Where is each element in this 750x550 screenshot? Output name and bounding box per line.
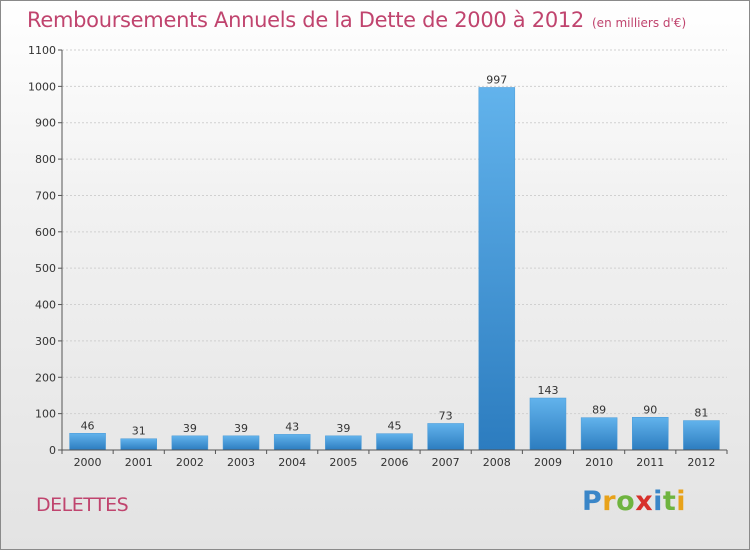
bar-2007 [427,423,464,451]
data-label: 31 [132,425,146,438]
y-tick-label: 1100 [28,44,56,57]
gridlines [62,49,727,415]
logo-letter: P [582,486,603,517]
y-tick-label: 500 [35,262,56,275]
y-tick-label: 0 [49,444,56,457]
x-tick-label: 2004 [278,456,306,469]
bar-2002 [171,435,209,451]
bar-2010 [580,417,618,451]
data-label: 39 [336,422,350,435]
chart-title-text: Remboursements Annuels de la Dette de 20… [27,8,584,32]
bar-2004 [273,434,311,451]
logo-letter: o [616,486,636,517]
bar-2001 [120,438,157,451]
x-axis-ticks: 2000 2001 2002 2003 2004 2005 2006 2007 2008 2009… [61,450,728,469]
x-tick-label: 2009 [534,456,562,469]
commune-name: DELETTES [36,494,129,516]
y-tick-label: 800 [35,153,56,166]
data-label: 73 [439,409,453,422]
data-label: 81 [694,407,708,420]
logo-letter: i [653,486,663,517]
y-tick-label: 400 [35,299,56,312]
data-label: 997 [486,73,507,86]
logo-letter: r [602,486,617,517]
bar-2011 [632,417,669,451]
logo-letter: t [662,486,677,517]
y-axis-ticks: 0 100 200 300 400 500 600 700 800 900 1000 1100 [28,44,62,457]
x-tick-label: 2008 [483,456,511,469]
bar-2006 [376,433,413,451]
bar-2000 [69,433,106,451]
logo-letter: x [635,486,654,517]
bar-2003 [222,435,260,451]
y-tick-label: 200 [35,371,56,384]
bar-2005 [325,435,362,451]
logo-letter: i [676,486,687,517]
x-tick-label: 2005 [329,456,357,469]
x-tick-label: 2006 [381,456,409,469]
x-tick-label: 2010 [585,456,613,469]
bar-2008 [478,87,516,451]
data-label: 45 [388,420,402,433]
y-tick-label: 1000 [28,80,56,93]
x-tick-label: 2000 [74,456,102,469]
y-tick-label: 600 [35,226,56,239]
chart-title: Remboursements Annuels de la Dette de 20… [27,8,686,32]
y-tick-label: 900 [35,117,56,130]
bars: 46 31 39 39 43 39 45 73 997 143 89 90 81 [69,73,720,451]
data-label: 39 [183,422,197,435]
data-label: 46 [81,419,95,432]
y-tick-label: 700 [35,189,56,202]
x-tick-label: 2011 [636,456,664,469]
data-label: 39 [234,422,248,435]
x-tick-label: 2002 [176,456,204,469]
data-label: 43 [285,420,299,433]
data-label: 89 [592,404,606,417]
y-tick-label: 300 [35,335,56,348]
y-tick-label: 100 [35,408,56,421]
x-tick-label: 2007 [432,456,460,469]
x-tick-label: 2003 [227,456,255,469]
bar-2012 [683,420,720,451]
x-tick-label: 2012 [687,456,715,469]
data-label: 90 [643,403,657,416]
proxiti-logo: Proxiti [582,486,686,517]
x-tick-label: 2001 [125,456,153,469]
data-label: 143 [537,384,558,397]
chart-unit: (en milliers d'€) [592,16,687,30]
bar-2009 [529,397,567,451]
